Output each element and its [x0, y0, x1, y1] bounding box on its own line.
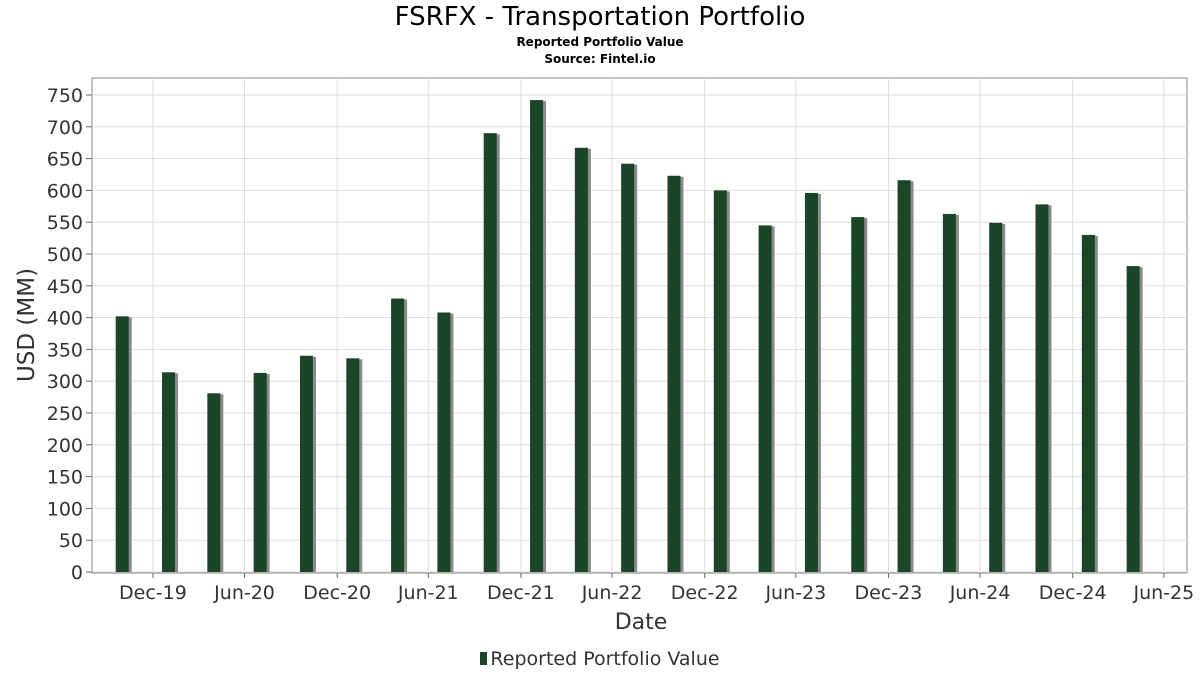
y-tick-label: 200: [47, 435, 83, 457]
chart-title: FSRFX - Transportation Portfolio: [394, 2, 806, 32]
bar: [621, 163, 635, 573]
bar: [758, 225, 772, 572]
bar-series: [115, 100, 1143, 573]
y-tick-label: 700: [47, 117, 83, 139]
bar: [437, 312, 451, 572]
x-tick-label: Dec-19: [119, 582, 187, 604]
y-tick-label: 650: [47, 149, 83, 171]
bar: [574, 147, 588, 572]
bar: [713, 190, 727, 572]
bar: [851, 217, 865, 572]
x-tick-label: Dec-21: [487, 582, 555, 604]
bar: [391, 298, 405, 572]
y-axis-label: USD (MM): [14, 268, 40, 382]
y-tick-label: 500: [47, 244, 83, 266]
axes: 0 50 100 150 200 250 300 350 400 450 500 550 600 650 7…: [47, 85, 1194, 604]
x-tick-label: Dec-24: [1039, 582, 1107, 604]
bar: [299, 355, 313, 572]
legend: Reported Portfolio Value: [0, 647, 1200, 671]
legend-swatch: [480, 652, 488, 665]
x-tick-label: Dec-23: [855, 582, 923, 604]
bar: [667, 175, 681, 572]
y-tick-label: 400: [47, 308, 83, 330]
bar: [1081, 234, 1095, 573]
x-tick-label: Jun-21: [397, 582, 459, 604]
y-tick-label: 300: [47, 371, 83, 393]
y-tick-label: 350: [47, 339, 83, 361]
y-tick-label: 750: [47, 85, 83, 107]
bar: [115, 316, 129, 572]
bar: [346, 358, 360, 572]
x-tick-label: Jun-22: [581, 582, 643, 604]
bar: [804, 192, 818, 572]
y-tick-label: 0: [71, 562, 83, 584]
bar: [1126, 266, 1140, 572]
bar: [253, 372, 267, 572]
bar: [942, 213, 956, 572]
x-tick-label: Jun-20: [213, 582, 275, 604]
legend-label: Reported Portfolio Value: [490, 648, 720, 670]
bar: [207, 393, 221, 572]
x-tick-label: Jun-24: [949, 582, 1011, 604]
y-tick-label: 450: [47, 276, 83, 298]
bar: [530, 100, 544, 572]
bar: [897, 180, 911, 572]
bar: [162, 372, 176, 572]
x-axis-label: Date: [615, 610, 668, 635]
x-tick-label: Dec-20: [303, 582, 371, 604]
y-tick-label: 150: [47, 467, 83, 489]
x-tick-label: Jun-23: [764, 582, 826, 604]
chart-source: Source: Fintel.io: [544, 52, 656, 66]
x-tick-label: Jun-25: [1132, 582, 1194, 604]
y-tick-label: 50: [59, 530, 83, 552]
y-tick-label: 100: [47, 498, 83, 520]
y-tick-label: 250: [47, 403, 83, 425]
y-tick-label: 600: [47, 180, 83, 202]
y-tick-label: 550: [47, 212, 83, 234]
bar: [989, 222, 1003, 572]
x-tick-label: Dec-22: [671, 582, 739, 604]
bar: [1035, 204, 1049, 572]
bar: [483, 133, 497, 572]
chart-subtitle: Reported Portfolio Value: [516, 35, 684, 49]
